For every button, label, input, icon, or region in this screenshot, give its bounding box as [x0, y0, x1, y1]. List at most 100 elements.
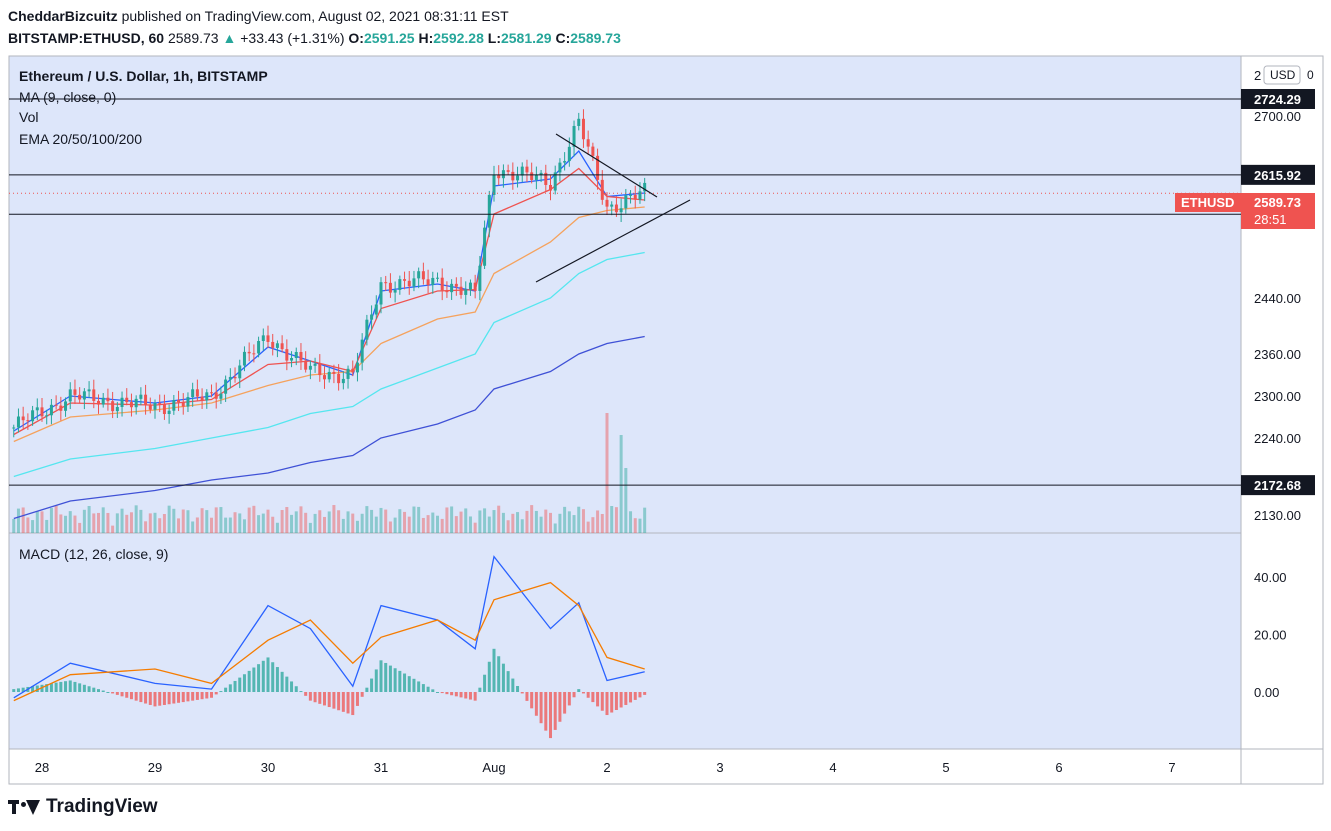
main-pane[interactable]: [8, 55, 1242, 534]
volume-bar: [412, 506, 416, 533]
volume-bar: [577, 506, 581, 533]
macd-histogram-bar: [337, 692, 341, 711]
candle-body: [501, 170, 505, 179]
macd-pane[interactable]: [8, 532, 1242, 750]
close-value: 2589.73: [570, 30, 621, 46]
volume-bar: [511, 513, 515, 533]
macd-histogram-bar: [624, 692, 628, 705]
macd-histogram-bar: [332, 692, 336, 709]
candle-body: [549, 184, 552, 191]
macd-histogram-bar: [299, 691, 303, 693]
triangle-upper-line[interactable]: [555, 133, 658, 198]
volume-bar: [516, 512, 520, 533]
volume-bar: [487, 516, 491, 533]
candle-body: [153, 403, 157, 410]
candle-body: [257, 341, 261, 354]
candle-body: [534, 174, 538, 180]
low-label: L:: [487, 30, 501, 46]
candle-body: [31, 410, 35, 422]
volume-bar: [384, 509, 388, 533]
candle-body: [228, 376, 232, 380]
macd-histogram-bar: [365, 687, 369, 692]
volume-bar: [318, 510, 322, 533]
macd-histogram-bar: [436, 692, 439, 693]
macd-histogram-bar: [12, 689, 16, 692]
macd-histogram-bar: [525, 692, 529, 701]
macd-histogram-bar: [403, 673, 407, 692]
tradingview-footer[interactable]: TradingView: [8, 796, 158, 818]
volume-bar: [596, 510, 600, 533]
volume-bar: [172, 508, 176, 533]
candle-body: [12, 427, 16, 429]
volume-bar: [106, 512, 110, 533]
macd-histogram-bar: [591, 692, 595, 703]
macd-histogram-bar: [440, 692, 444, 694]
currency-button[interactable]: [1263, 65, 1301, 85]
macd-histogram-bar: [544, 692, 548, 731]
macd-histogram-bar: [370, 678, 374, 692]
triangle-lower-line[interactable]: [535, 199, 691, 283]
macd-indicator: [12, 555, 647, 739]
symbol-tag-text: ETHUSD: [1181, 195, 1234, 210]
volume-bar: [125, 514, 129, 533]
volume-bar: [534, 510, 538, 533]
candle-body: [139, 394, 143, 399]
volume-bar: [520, 519, 524, 533]
candle-body: [591, 146, 595, 156]
author-name[interactable]: CheddarBizcuitz: [8, 8, 118, 24]
candle-body: [285, 349, 289, 361]
macd-tick-2: 0.00: [1254, 685, 1279, 700]
volume-bar: [205, 510, 209, 533]
macd-histogram-bar: [68, 680, 72, 692]
macd-histogram-bar: [59, 681, 63, 692]
macd-histogram-bar: [459, 692, 463, 698]
volume-bar: [285, 507, 289, 533]
volume-bar: [280, 509, 284, 533]
macd-histogram-bar: [101, 690, 105, 692]
candle-body: [332, 371, 336, 374]
macd-histogram-bar: [186, 692, 190, 702]
volume-bar: [501, 512, 505, 533]
volume-bar: [247, 507, 251, 533]
macd-histogram-bar: [195, 692, 199, 700]
volume-bar: [167, 505, 171, 533]
chart-frame: [8, 55, 1324, 785]
candle-body: [54, 404, 58, 406]
macd-histogram-bar: [417, 681, 421, 692]
time-tick-1: 29: [148, 760, 162, 775]
candle-body: [200, 396, 204, 401]
volume-bar: [92, 513, 96, 533]
macd-histogram-bar: [200, 692, 204, 700]
volume-bar: [638, 518, 642, 533]
volume-bar: [224, 517, 228, 533]
time-tick-7: 4: [829, 760, 836, 775]
volume-bar: [64, 515, 68, 533]
macd-histogram-bar: [139, 692, 143, 703]
volume-bar: [299, 506, 303, 533]
volume-bar: [544, 509, 548, 533]
macd-histogram-bar: [539, 692, 543, 724]
publish-line: CheddarBizcuitz published on TradingView…: [8, 8, 509, 24]
candle-body: [440, 277, 444, 291]
volume-bar: [214, 507, 218, 533]
macd-histogram-bar: [294, 686, 298, 692]
currency-extra: 2: [1254, 68, 1261, 83]
volume-bar: [12, 519, 16, 533]
macd-histogram-bar: [379, 660, 383, 692]
macd-histogram-bar: [290, 681, 294, 692]
price-tick-4: 2240.00: [1254, 431, 1301, 446]
macd-histogram-bar: [177, 692, 181, 703]
candle-body: [525, 166, 529, 173]
time-tick-0: 28: [35, 760, 49, 775]
candle-body: [563, 161, 567, 163]
volume-bar: [558, 513, 562, 533]
volume-bar: [629, 511, 633, 533]
macd-histogram-bar: [106, 692, 110, 693]
volume-bar: [539, 516, 543, 533]
macd-tick-0: 40.00: [1254, 570, 1287, 585]
candle-body: [421, 271, 425, 280]
level-tag-3: [1241, 475, 1315, 496]
macd-histogram-bar: [266, 657, 270, 692]
macd-histogram-bar: [158, 692, 162, 706]
